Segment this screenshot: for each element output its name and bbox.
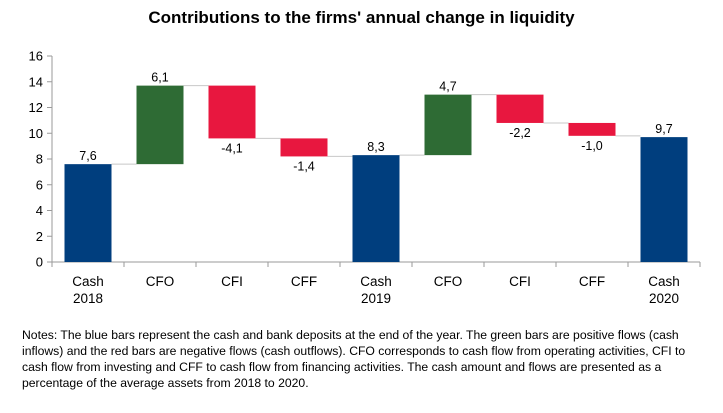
data-label: -1,4 [293,159,315,173]
y-tick-label: 12 [29,100,43,115]
bar-outflow [496,94,544,123]
x-tick-label: CFI [509,274,531,289]
x-tick-label: CFO [146,274,175,289]
y-tick-label: 0 [36,255,43,270]
y-tick-label: 6 [36,177,43,192]
data-label: 9,7 [655,122,672,136]
bar-inflow [424,94,472,156]
y-tick-label: 14 [29,74,43,89]
waterfall-chart: 0 2 4 6 8 10 12 14 16 7,6 6,1 -4,1 -1,4 8,3 4,7 -2,2 -1,… [29,49,701,306]
data-label: 6,1 [151,71,168,85]
data-label: -2,2 [509,126,531,140]
data-label: -1,0 [581,139,603,153]
chart-notes: Notes: The blue bars represent the cash … [22,328,686,390]
data-label: 8,3 [367,140,384,154]
bar-outflow [280,138,328,157]
bar-cash [64,164,112,262]
bar-cash [352,155,400,262]
x-tick-label: CFI [221,274,243,289]
y-tick-label: 8 [36,152,43,167]
bar-outflow [208,85,256,139]
y-tick-label: 4 [36,203,43,218]
data-label: -4,1 [221,141,243,155]
x-tick-label: 2018 [73,291,103,306]
data-label: 7,6 [79,149,96,163]
x-tick-label: 2020 [649,291,679,306]
bar-inflow [136,85,184,165]
chart-title: Contributions to the firms' annual chang… [148,8,575,27]
y-tick-label: 10 [29,126,43,141]
x-tick-label: 2019 [361,291,391,306]
y-tick-label: 2 [36,229,43,244]
x-tick-label: CFF [579,274,605,289]
data-label: 4,7 [439,80,456,94]
bar-outflow [568,122,616,136]
bar-cash [640,137,688,262]
x-tick-label: Cash [72,274,104,289]
x-tick-label: Cash [360,274,392,289]
y-tick-label: 16 [29,49,43,64]
x-tick-label: Cash [648,274,680,289]
x-tick-label: CFO [434,274,463,289]
x-tick-label: CFF [291,274,317,289]
